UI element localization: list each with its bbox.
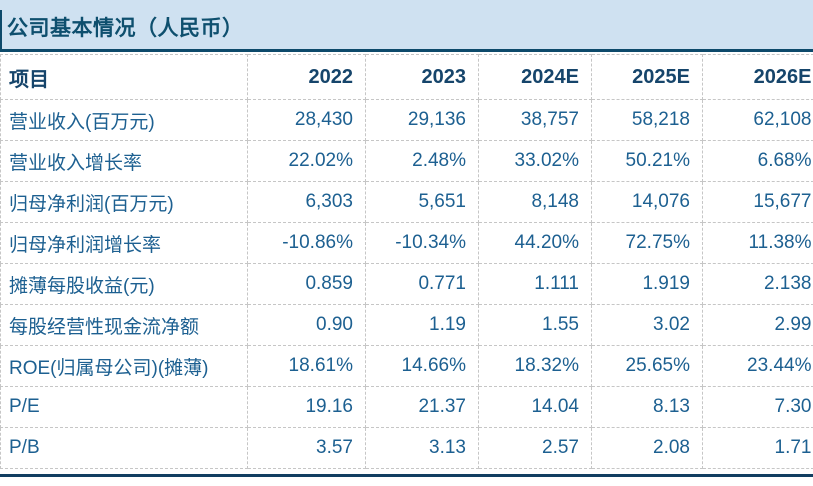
page-title: 公司基本情况（人民币） — [7, 16, 244, 40]
cell: 5,651 — [365, 181, 479, 223]
row-label: P/B — [0, 427, 248, 469]
cell: 50.21% — [591, 140, 703, 182]
cell: 58,218 — [591, 99, 703, 141]
cell: 44.20% — [478, 222, 592, 264]
cell: 33.02% — [478, 140, 592, 182]
cell: 8.13 — [591, 386, 703, 428]
cell: 3.57 — [247, 427, 366, 469]
financial-summary-table: 项目 2022 2023 2024E 2025E 2026E 营业收入(百万元)… — [0, 54, 813, 469]
cell: 0.859 — [247, 263, 366, 305]
cell: 0.90 — [247, 304, 366, 346]
cell: 7.30 — [702, 386, 813, 428]
title-left-edge — [0, 10, 2, 52]
bottom-rule — [0, 474, 813, 477]
cell: 14,076 — [591, 181, 703, 223]
table-header-row: 项目 2022 2023 2024E 2025E 2026E — [0, 54, 813, 100]
cell: 3.02 — [591, 304, 703, 346]
cell: 22.02% — [247, 140, 366, 182]
cell: 0.771 — [365, 263, 479, 305]
row-label: ROE(归属母公司)(摊薄) — [0, 345, 248, 387]
cell: 1.919 — [591, 263, 703, 305]
table-row: 摊薄每股收益(元) 0.859 0.771 1.111 1.919 2.138 — [0, 263, 813, 305]
cell: 1.55 — [478, 304, 592, 346]
cell: 2.99 — [702, 304, 813, 346]
cell: 21.37 — [365, 386, 479, 428]
column-header-2022: 2022 — [247, 54, 366, 100]
table-row: 营业收入增长率 22.02% 2.48% 33.02% 50.21% 6.68% — [0, 140, 813, 182]
row-label: P/E — [0, 386, 248, 428]
cell: 23.44% — [702, 345, 813, 387]
cell: 2.48% — [365, 140, 479, 182]
cell: -10.34% — [365, 222, 479, 264]
table-title-bar: 公司基本情况（人民币） — [0, 0, 813, 52]
cell: -10.86% — [247, 222, 366, 264]
cell: 2.08 — [591, 427, 703, 469]
row-label: 每股经营性现金流净额 — [0, 304, 248, 346]
cell: 38,757 — [478, 99, 592, 141]
table-row: 每股经营性现金流净额 0.90 1.19 1.55 3.02 2.99 — [0, 304, 813, 346]
table-row: 归母净利润(百万元) 6,303 5,651 8,148 14,076 15,6… — [0, 181, 813, 223]
table-row: 营业收入(百万元) 28,430 29,136 38,757 58,218 62… — [0, 99, 813, 141]
column-header-item: 项目 — [0, 54, 248, 100]
row-label: 营业收入增长率 — [0, 140, 248, 182]
cell: 2.57 — [478, 427, 592, 469]
cell: 1.111 — [478, 263, 592, 305]
cell: 6.68% — [702, 140, 813, 182]
cell: 72.75% — [591, 222, 703, 264]
column-header-2026e: 2026E — [702, 54, 813, 100]
cell: 15,677 — [702, 181, 813, 223]
cell: 19.16 — [247, 386, 366, 428]
column-header-2024e: 2024E — [478, 54, 592, 100]
cell: 2.138 — [702, 263, 813, 305]
row-label: 归母净利润增长率 — [0, 222, 248, 264]
cell: 1.71 — [702, 427, 813, 469]
cell: 6,303 — [247, 181, 366, 223]
cell: 18.61% — [247, 345, 366, 387]
row-label: 营业收入(百万元) — [0, 99, 248, 141]
table-row: P/E 19.16 21.37 14.04 8.13 7.30 — [0, 386, 813, 428]
row-label: 摊薄每股收益(元) — [0, 263, 248, 305]
cell: 29,136 — [365, 99, 479, 141]
cell: 28,430 — [247, 99, 366, 141]
cell: 1.19 — [365, 304, 479, 346]
column-header-2023: 2023 — [365, 54, 479, 100]
cell: 62,108 — [702, 99, 813, 141]
cell: 3.13 — [365, 427, 479, 469]
cell: 25.65% — [591, 345, 703, 387]
cell: 11.38% — [702, 222, 813, 264]
table-row: P/B 3.57 3.13 2.57 2.08 1.71 — [0, 427, 813, 469]
column-header-2025e: 2025E — [591, 54, 703, 100]
cell: 8,148 — [478, 181, 592, 223]
cell: 18.32% — [478, 345, 592, 387]
cell: 14.04 — [478, 386, 592, 428]
cell: 14.66% — [365, 345, 479, 387]
table-row: 归母净利润增长率 -10.86% -10.34% 44.20% 72.75% 1… — [0, 222, 813, 264]
row-label: 归母净利润(百万元) — [0, 181, 248, 223]
table-row: ROE(归属母公司)(摊薄) 18.61% 14.66% 18.32% 25.6… — [0, 345, 813, 387]
